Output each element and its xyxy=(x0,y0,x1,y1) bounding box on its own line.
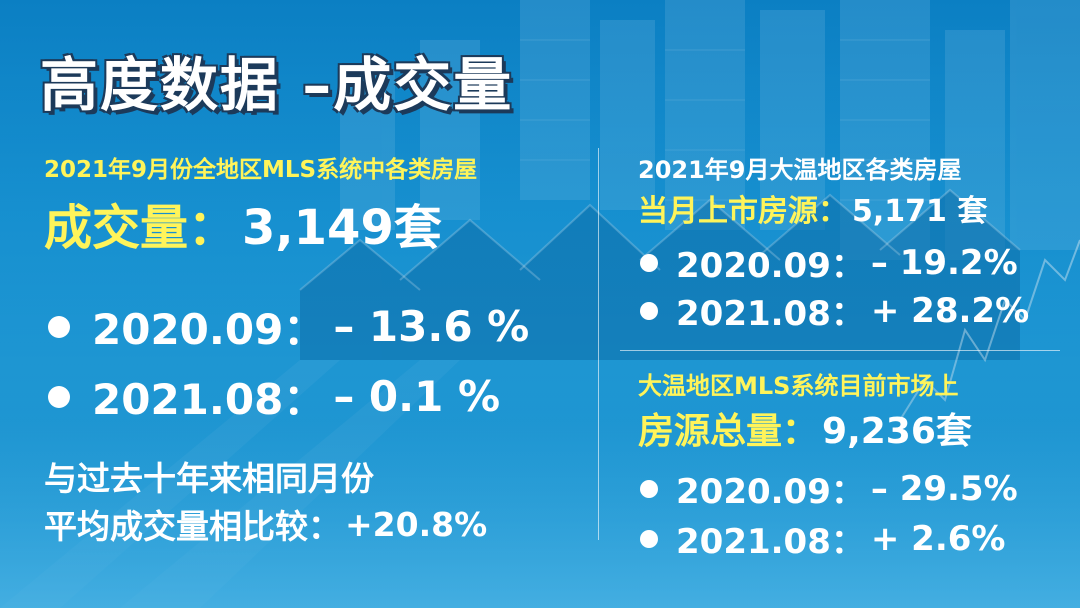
right-bottom-subtitle: 大温地区MLS系统目前市场上 xyxy=(638,372,959,400)
right-top-headline: 当月上市房源： 5,171 套 xyxy=(638,186,987,230)
right-bottom-headline-label: 房源总量： xyxy=(638,411,819,452)
right-top-subtitle: 2021年9月大温地区各类房屋 xyxy=(638,156,962,184)
left-compare-line-2: 平均成交量相比较： +20.8% xyxy=(44,500,487,548)
horizontal-divider xyxy=(620,350,1060,351)
vertical-divider xyxy=(598,148,599,540)
right-bottom-bullet-2-change: + 2.6% xyxy=(870,518,1006,559)
left-bullet-2-change: – 0.1 % xyxy=(333,372,501,421)
page-title-container: 高度数据 –成交量 xyxy=(40,38,560,119)
right-bottom-bullet-1-change: – 29.5% xyxy=(870,468,1018,509)
left-compare-value: +20.8% xyxy=(345,504,488,544)
right-top-bullet-2-change: + 28.2% xyxy=(870,290,1030,331)
left-bullet-2: 2021.08： – 0.1 % xyxy=(48,366,500,427)
right-top-bullet-1: 2020.09： – 19.2% xyxy=(640,238,1018,287)
page-title: 高度数据 –成交量 xyxy=(40,51,514,119)
right-bottom-bullet-1: 2020.09： – 29.5% xyxy=(640,464,1018,513)
right-top-bullet-1-period: 2020.09： xyxy=(676,246,865,286)
bullet-dot-icon xyxy=(48,315,70,338)
left-bullet-1-change: – 13.6 % xyxy=(333,302,530,351)
right-bottom-headline: 房源总量： 9,236套 xyxy=(638,402,972,454)
left-headline-label: 成交量： xyxy=(44,200,237,256)
right-top-bullet-2: 2021.08： + 28.2% xyxy=(640,286,1029,335)
left-headline-value: 3,149套 xyxy=(242,200,442,256)
right-bottom-bullet-2: 2021.08： + 2.6% xyxy=(640,514,1005,563)
right-top-bullet-1-change: – 19.2% xyxy=(870,242,1018,283)
bullet-dot-icon xyxy=(640,479,658,498)
left-bullet-2-period: 2021.08： xyxy=(92,375,326,424)
left-bullet-1-period: 2020.09： xyxy=(92,305,326,354)
bullet-dot-icon xyxy=(48,385,70,408)
bullet-dot-icon xyxy=(640,301,658,320)
right-bottom-bullet-2-period: 2021.08： xyxy=(676,522,865,562)
left-subtitle: 2021年9月份全地区MLS系统中各类房屋 xyxy=(44,157,478,183)
bullet-dot-icon xyxy=(640,529,658,548)
right-bottom-bullet-1-period: 2020.09： xyxy=(676,472,865,512)
right-top-headline-value: 5,171 套 xyxy=(852,194,988,229)
right-top-headline-label: 当月上市房源： xyxy=(638,194,848,229)
bullet-dot-icon xyxy=(640,253,658,272)
left-compare-line-1: 与过去十年来相同月份 xyxy=(44,459,374,498)
left-bullet-1: 2020.09： – 13.6 % xyxy=(48,296,529,357)
right-bottom-headline-value: 9,236套 xyxy=(822,411,972,452)
left-headline: 成交量： 3,149套 xyxy=(44,188,442,258)
right-top-bullet-2-period: 2021.08： xyxy=(676,294,865,334)
left-compare-label: 平均成交量相比较： xyxy=(44,507,341,546)
